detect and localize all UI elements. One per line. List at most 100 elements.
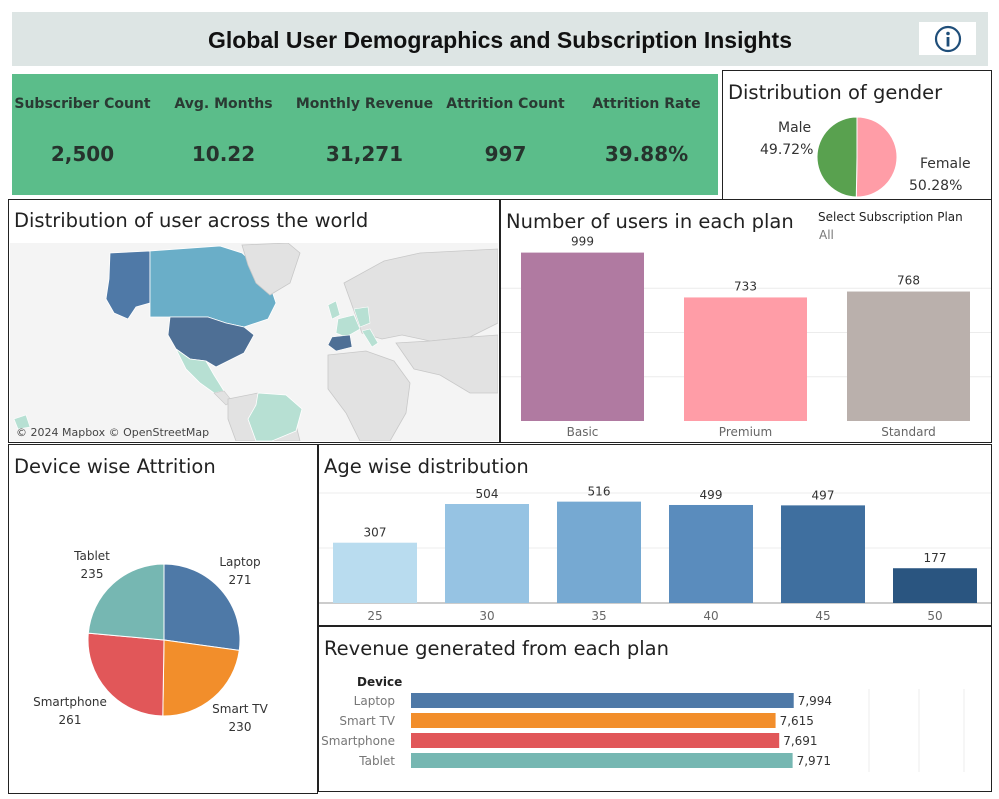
bar-value-label: 307 — [364, 526, 387, 540]
kpi-label: Avg. Months — [174, 96, 273, 112]
map-region-uk — [327, 300, 341, 320]
bar-age-45[interactable] — [781, 505, 865, 603]
male-pct: 49.72% — [760, 142, 814, 158]
bar-value-label: 504 — [476, 487, 499, 501]
bar-value-label: 7,994 — [798, 694, 832, 708]
bar-value-label: 499 — [700, 488, 723, 502]
gender-title: Distribution of gender — [728, 81, 943, 104]
pie-value-smartphone: 261 — [58, 713, 82, 727]
pie-value-tablet: 235 — [80, 567, 104, 581]
bar-age-50[interactable] — [893, 568, 977, 603]
map-region-brazil — [247, 392, 303, 441]
pie-slice-female[interactable] — [855, 116, 898, 198]
pie-slice-tablet[interactable] — [87, 563, 165, 641]
bar-value-label: 516 — [588, 485, 611, 499]
pie-slice-male[interactable] — [816, 116, 858, 198]
pie-label-smart-tv: Smart TV — [212, 702, 268, 716]
pie-label-tablet: Tablet — [74, 549, 110, 563]
kpi-label: Subscriber Count — [14, 96, 151, 112]
plan-panel: Number of users in each plan Select Subs… — [500, 199, 992, 443]
female-pct: 50.28% — [909, 178, 963, 194]
plan-filter-select[interactable]: All — [819, 228, 834, 242]
device-pie-chart — [87, 563, 241, 717]
bar-premium[interactable] — [684, 297, 807, 421]
pie-value-smart-tv: 230 — [228, 720, 252, 734]
female-label: Female — [920, 156, 971, 172]
map-region-spain — [327, 334, 353, 352]
bar-category-label: 50 — [927, 609, 942, 623]
kpi-label: Monthly Revenue — [295, 96, 434, 112]
bar-age-25[interactable] — [333, 542, 417, 603]
bar-value-label: 733 — [734, 279, 757, 293]
kpi-value: 31,271 — [325, 142, 404, 166]
male-label: Male — [778, 120, 812, 136]
pie-label-smartphone: Smartphone — [33, 695, 107, 709]
map-attribution[interactable]: © 2024 Mapbox © OpenStreetMap — [16, 426, 210, 439]
pie-slice-smartphone[interactable] — [87, 632, 165, 717]
pie-value-laptop: 271 — [228, 573, 252, 587]
info-icon[interactable] — [934, 25, 962, 53]
title-bar: Global User Demographics and Subscriptio… — [12, 12, 988, 66]
bar-value-label: 999 — [571, 235, 594, 249]
kpi-panel: Subscriber Count 2,500 Avg. Months 10.22… — [12, 74, 718, 195]
bar-smartphone[interactable] — [411, 733, 780, 748]
plan-bar-chart: 999 Basic 733 Premium 768 Standard — [501, 235, 991, 439]
bar-category-label: 45 — [815, 609, 830, 623]
gender-pie-chart — [816, 116, 898, 198]
bar-category-label: Smart TV — [339, 714, 395, 728]
revenue-panel: Revenue generated from each plan Device … — [318, 626, 992, 792]
world-map-svg[interactable] — [10, 243, 498, 441]
pie-label-laptop: Laptop — [219, 555, 261, 569]
bar-value-label: 177 — [924, 551, 947, 565]
map-region-italy — [361, 328, 379, 348]
bar-smart-tv[interactable] — [411, 713, 776, 728]
age-bar-chart: 307 25 504 30 516 35 499 40 497 45 177 50 — [319, 485, 991, 623]
pie-slice-smart-tv[interactable] — [162, 639, 240, 717]
bar-category-label: 40 — [703, 609, 718, 623]
world-map-title: Distribution of user across the world — [14, 209, 369, 232]
world-map-panel: Distribution of user across the world — [8, 199, 500, 443]
kpi-label: Attrition Count — [446, 96, 565, 112]
bar-value-label: 7,691 — [783, 734, 817, 748]
device-attrition-title: Device wise Attrition — [14, 455, 216, 478]
map-region-france — [335, 314, 361, 338]
bar-value-label: 7,971 — [797, 754, 831, 768]
bar-category-label: 25 — [367, 609, 382, 623]
device-attrition-panel: Device wise Attrition Tablet 235 Laptop … — [8, 444, 318, 794]
bar-age-40[interactable] — [669, 504, 753, 603]
plan-chart-title: Number of users in each plan — [506, 210, 794, 233]
age-chart-title: Age wise distribution — [324, 455, 529, 478]
dashboard-title: Global User Demographics and Subscriptio… — [207, 27, 793, 53]
revenue-row-header: Device — [357, 675, 403, 689]
bar-tablet[interactable] — [411, 753, 793, 768]
info-button[interactable] — [919, 22, 976, 55]
map-region-germany — [353, 306, 371, 328]
bar-value-label: 7,615 — [780, 714, 814, 728]
bar-value-label: 497 — [812, 488, 835, 502]
revenue-bar-chart: 7,994 Laptop 7,615 Smart TV 7,691 Smartphone 7… — [321, 689, 965, 772]
bar-standard[interactable] — [847, 291, 970, 421]
map-region-alaska — [105, 250, 151, 320]
kpi-value: 10.22 — [191, 142, 256, 166]
bar-category-label: Premium — [719, 425, 772, 439]
bar-category-label: Basic — [567, 425, 599, 439]
kpi-label: Attrition Rate — [592, 96, 701, 112]
bar-age-35[interactable] — [557, 501, 641, 603]
revenue-chart-title: Revenue generated from each plan — [324, 637, 669, 660]
kpi-value: 39.88% — [604, 142, 689, 166]
map-region-greenland — [241, 243, 301, 296]
kpi-value: 997 — [484, 142, 527, 166]
bar-category-label: Smartphone — [321, 734, 395, 748]
bar-laptop[interactable] — [411, 693, 794, 708]
bar-category-label: Standard — [881, 425, 936, 439]
bar-basic[interactable] — [521, 252, 644, 421]
world-map[interactable]: © 2024 Mapbox © OpenStreetMap — [10, 243, 498, 441]
plan-filter-label: Select Subscription Plan — [818, 210, 963, 224]
bar-value-label: 768 — [897, 274, 920, 288]
bar-age-30[interactable] — [445, 504, 529, 603]
bar-category-label: Tablet — [358, 754, 395, 768]
bar-category-label: 30 — [479, 609, 494, 623]
bar-category-label: 35 — [591, 609, 606, 623]
pie-slice-laptop[interactable] — [163, 563, 241, 651]
bar-category-label: Laptop — [354, 694, 395, 708]
